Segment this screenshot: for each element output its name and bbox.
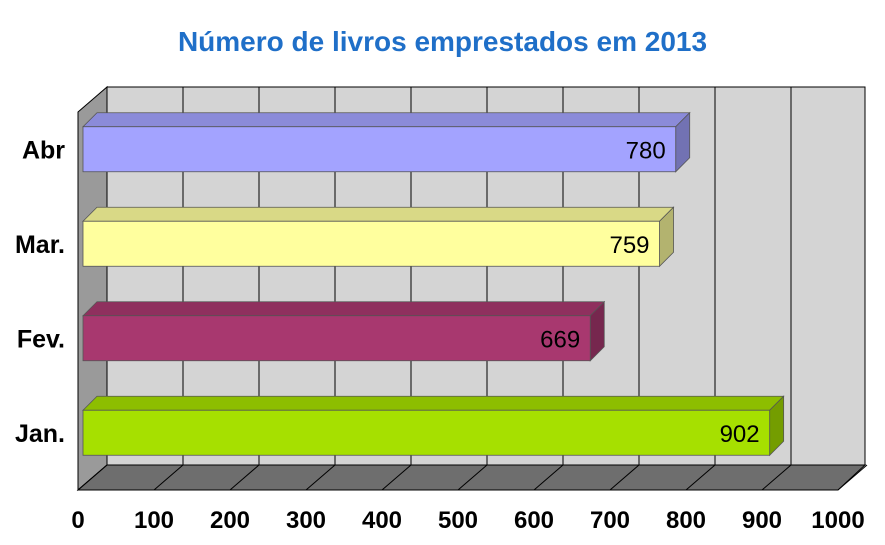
bar-top [82, 395, 785, 411]
bar-jan: 902 [82, 395, 785, 457]
floor-gridline [77, 464, 108, 491]
floor-gridline [305, 464, 336, 491]
category-label: Mar. [15, 231, 65, 259]
x-tick-label: 800 [666, 507, 706, 534]
floor-gridline [381, 464, 412, 491]
floor-gridline [685, 464, 716, 491]
bar-abr: 780 [82, 111, 691, 173]
x-axis-ticks: 0 100 200 300 400 500 600 700 800 900 1000 [71, 507, 864, 534]
category-label: Fev. [17, 325, 65, 353]
floor-gridline [153, 464, 184, 491]
x-tick-label: 1000 [811, 507, 864, 534]
data-label: 669 [540, 326, 580, 353]
x-tick-label: 500 [438, 507, 478, 534]
x-tick-label: 900 [742, 507, 782, 534]
category-label: Abr [22, 136, 65, 164]
bar-front [82, 220, 660, 267]
x-tick-label: 100 [134, 507, 174, 534]
x-tick-label: 700 [590, 507, 630, 534]
bar-front [82, 315, 591, 362]
floor-gridline [609, 464, 640, 491]
floor-gridline [761, 464, 792, 491]
data-label: 780 [626, 137, 666, 164]
data-label: 902 [720, 421, 760, 448]
x-tick-label: 600 [514, 507, 554, 534]
bar-front [82, 126, 677, 173]
y-axis-categories: Abr Mar. Fev. Jan. [15, 136, 65, 448]
category-label: Jan. [15, 420, 65, 448]
bar-front [82, 409, 771, 456]
floor-gridline [229, 464, 260, 491]
bar-top [82, 301, 606, 317]
bar-top [82, 112, 691, 128]
bar-mar: 759 [82, 206, 675, 268]
data-label: 759 [609, 232, 649, 259]
x-tick-label: 300 [286, 507, 326, 534]
floor-gridline [457, 464, 488, 491]
x-tick-label: 0 [71, 507, 84, 534]
bars: 780 759 669 902 [82, 111, 785, 457]
chart-title: Número de livros emprestados em 2013 [177, 26, 708, 57]
floor-gridline [533, 464, 564, 491]
floor [76, 464, 867, 491]
bar-fev: 669 [82, 300, 606, 362]
x-tick-label: 200 [210, 507, 250, 534]
bar-top [82, 206, 675, 222]
x-tick-label: 400 [362, 507, 402, 534]
floor-gridline [837, 464, 868, 491]
